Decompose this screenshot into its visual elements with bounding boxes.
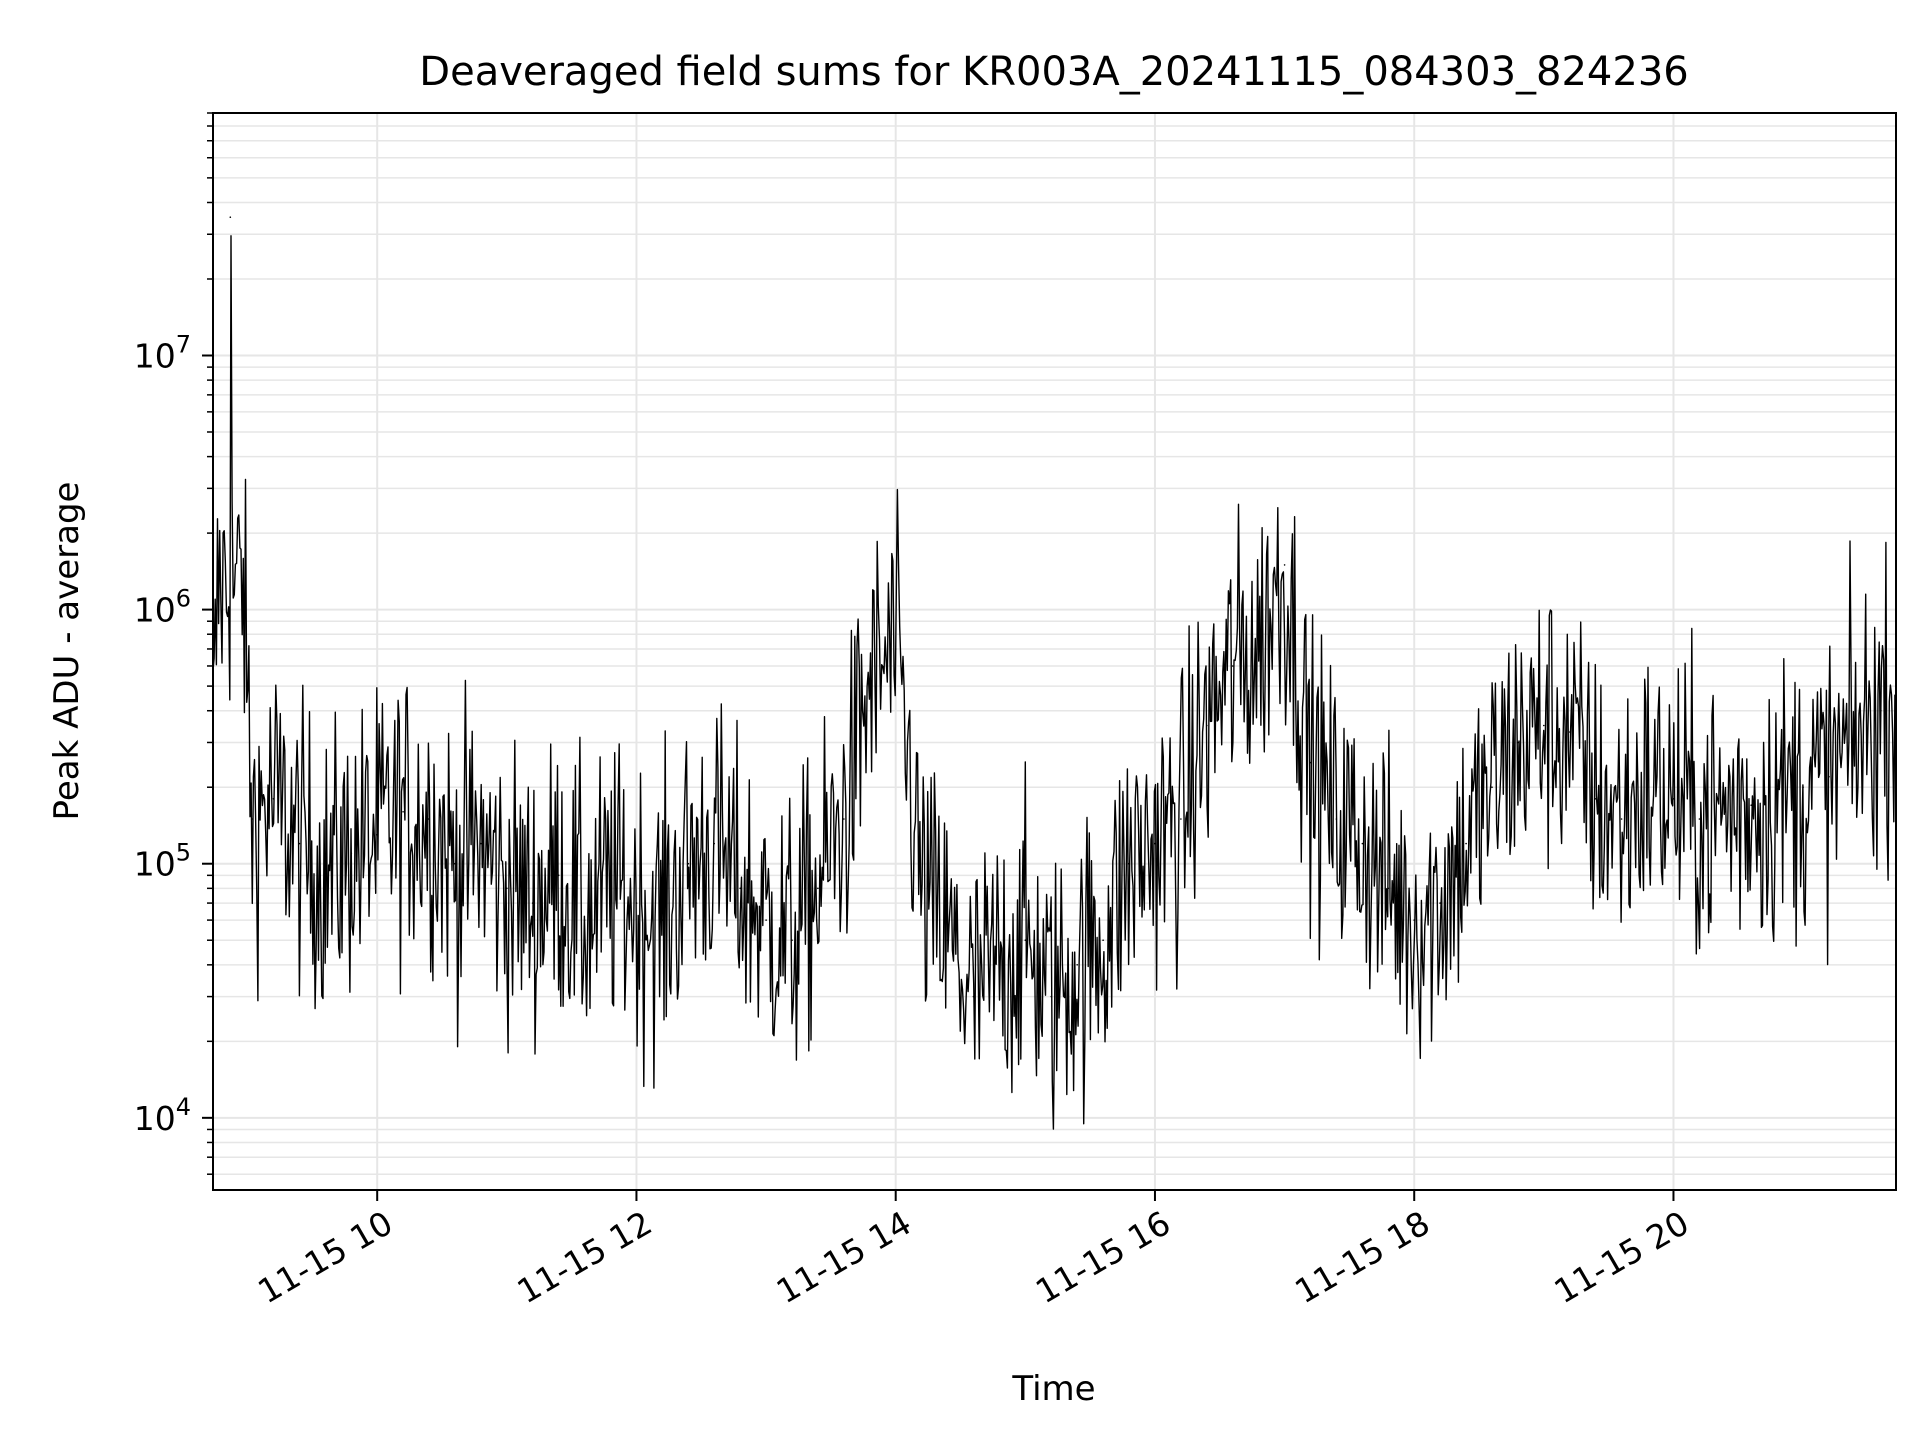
data-point xyxy=(1076,964,1078,966)
data-point xyxy=(229,216,232,218)
data-point xyxy=(298,842,301,845)
data-point xyxy=(1672,798,1675,800)
grid-layer xyxy=(213,112,1896,1190)
data-point xyxy=(1180,818,1182,820)
data-point xyxy=(687,862,690,865)
data-point xyxy=(1231,665,1234,667)
y-tick-label: 106 xyxy=(134,585,191,630)
data-point xyxy=(791,939,793,941)
data-point xyxy=(713,842,715,845)
data-point xyxy=(1491,786,1493,788)
data-point xyxy=(454,862,456,865)
data-point xyxy=(1154,842,1156,845)
data-point xyxy=(1439,902,1441,904)
data-point xyxy=(946,939,949,941)
data-point xyxy=(1361,842,1364,845)
y-tick-label: 107 xyxy=(134,330,191,375)
data-point xyxy=(272,798,275,800)
data-point xyxy=(1465,842,1467,845)
data-point xyxy=(557,874,560,877)
data-point xyxy=(869,685,871,687)
data-point xyxy=(661,919,664,921)
data-point xyxy=(376,834,379,836)
data-point xyxy=(1257,648,1260,650)
data-point xyxy=(251,818,253,820)
data-point xyxy=(1413,919,1415,921)
chart-title: Deaveraged field sums for KR003A_2024111… xyxy=(419,49,1688,95)
data-point xyxy=(1102,939,1104,941)
data-point xyxy=(998,964,1001,966)
data-point xyxy=(1880,709,1882,712)
data-point xyxy=(920,887,923,890)
data-point xyxy=(1828,775,1830,778)
data-point xyxy=(1206,724,1208,727)
data-point xyxy=(1335,818,1338,820)
data-series-line xyxy=(212,235,1896,1130)
data-point xyxy=(1776,798,1778,800)
data-point xyxy=(480,842,482,845)
y-tick-label: 105 xyxy=(134,839,191,884)
data-point xyxy=(583,919,586,921)
data-point xyxy=(972,995,975,998)
data-point xyxy=(1387,887,1390,890)
data-point xyxy=(506,887,508,890)
x-axis-label: Time xyxy=(1011,1369,1095,1409)
data-point xyxy=(1128,862,1130,865)
data-point xyxy=(635,902,638,904)
data-point xyxy=(609,887,612,890)
data-point xyxy=(324,874,327,877)
plot-frame xyxy=(212,112,1897,1191)
data-point xyxy=(1283,564,1286,566)
data-point xyxy=(1620,818,1623,820)
data-layer xyxy=(212,216,1897,1130)
data-point xyxy=(894,648,897,650)
data-point xyxy=(1543,724,1545,727)
data-point xyxy=(739,887,741,890)
data-point xyxy=(1517,741,1519,744)
data-point xyxy=(1050,995,1053,998)
data-point xyxy=(402,811,404,813)
data-point xyxy=(1724,811,1727,813)
data-point xyxy=(1802,786,1804,788)
data-point xyxy=(765,919,767,921)
y-tick-label: 104 xyxy=(134,1093,191,1138)
data-point xyxy=(1750,804,1752,806)
data-point xyxy=(1594,798,1597,800)
data-point xyxy=(1698,818,1701,820)
data-point xyxy=(1024,939,1027,941)
data-point xyxy=(1854,741,1856,744)
data-point xyxy=(1646,786,1649,788)
data-point xyxy=(817,887,819,890)
data-point xyxy=(350,852,353,854)
y-axis-label: Peak ADU - average xyxy=(47,482,87,821)
data-point xyxy=(843,818,845,820)
data-point xyxy=(1309,761,1312,764)
data-point xyxy=(1569,731,1571,733)
data-point xyxy=(428,818,430,820)
data-point xyxy=(531,902,534,904)
